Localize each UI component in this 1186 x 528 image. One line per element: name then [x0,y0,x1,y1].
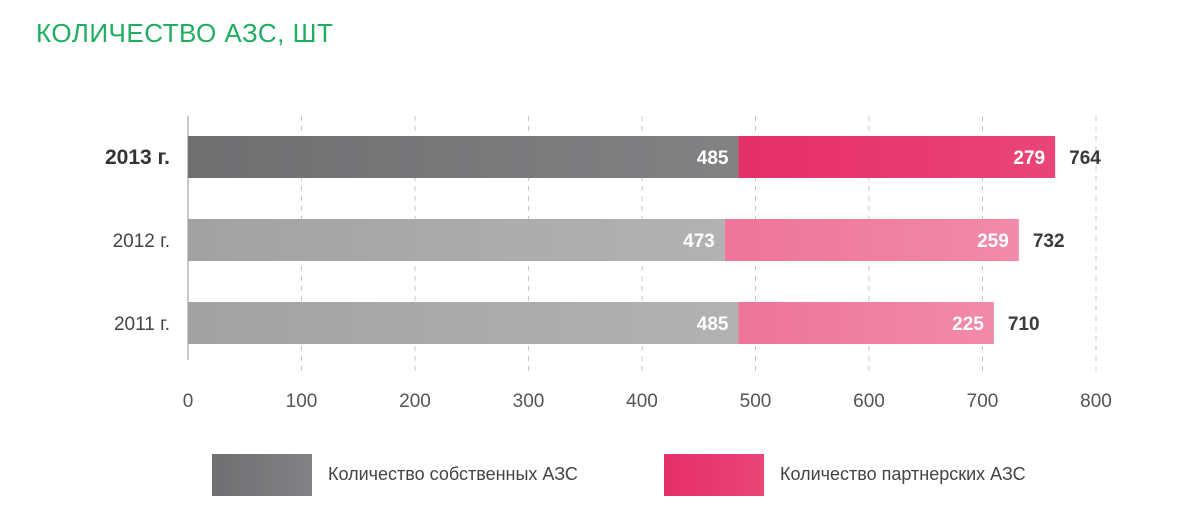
x-tick-label: 0 [183,391,194,412]
x-axis-ticks: 0 100 200 300 400 500 600 700 800 [183,391,1112,412]
value-label-partner: 259 [977,231,1009,252]
category-label: 2013 г. [105,146,170,169]
labels: 2013 г. 485 279 764 2012 г. 473 259 732 2011 г. 4… [105,146,1101,335]
legend-label-partner: Количество партнерских АЗС [780,464,1026,484]
total-label: 764 [1069,148,1101,169]
chart-title: КОЛИЧЕСТВО АЗС, ШТ [36,18,334,48]
x-tick-label: 400 [626,391,658,412]
legend-swatch-partner [664,454,764,496]
total-label: 732 [1033,231,1065,252]
x-tick-label: 500 [740,391,772,412]
bar-own [188,136,739,178]
bar-own [188,219,725,261]
legend-swatch-own [212,454,312,496]
value-label-partner: 279 [1013,148,1045,169]
category-label: 2012 г. [113,231,170,252]
value-label-own: 473 [683,231,715,252]
x-tick-label: 200 [399,391,431,412]
legend-label-own: Количество собственных АЗС [328,464,578,484]
value-label-own: 485 [697,314,729,335]
x-tick-label: 100 [286,391,318,412]
value-label-partner: 225 [952,314,984,335]
x-tick-label: 300 [513,391,545,412]
x-tick-label: 700 [967,391,999,412]
total-label: 710 [1008,314,1040,335]
x-tick-label: 800 [1080,391,1112,412]
bar-partner [738,302,994,344]
bar-partner [738,136,1056,178]
legend: Количество собственных АЗС Количество пар… [212,454,1026,496]
value-label-own: 485 [697,148,729,169]
bars [188,136,1056,344]
bar-partner [724,219,1019,261]
category-label: 2011 г. [114,314,170,335]
x-tick-label: 600 [853,391,885,412]
bar-own [188,302,739,344]
